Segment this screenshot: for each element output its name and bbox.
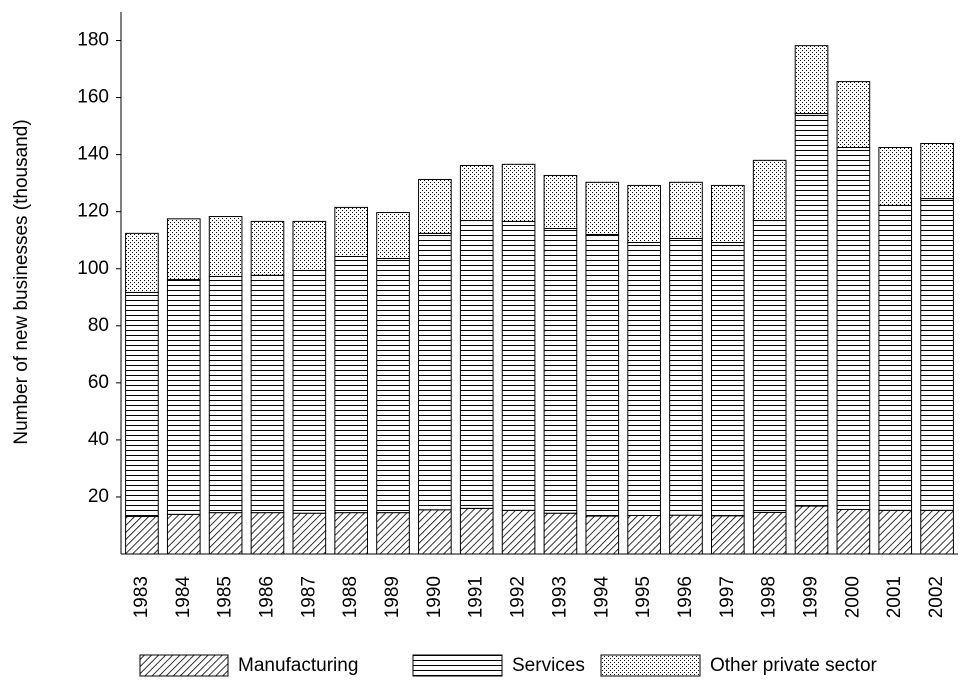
bar-segment (669, 237, 703, 516)
y-tick-label: 120 (77, 201, 109, 222)
x-tick-label: 1986 (256, 576, 277, 618)
bar-segment (292, 220, 327, 271)
bar-segment (334, 206, 368, 257)
bar-segment (459, 220, 494, 509)
bar-segment (711, 515, 745, 555)
y-tick-label: 180 (77, 30, 109, 51)
x-tick-label: 2000 (842, 576, 863, 618)
x-tick-label: 1993 (549, 576, 570, 618)
bar-segment (125, 515, 159, 555)
bar-segment (334, 255, 368, 514)
bar-segment (334, 512, 368, 555)
bar-segment (920, 509, 954, 555)
bar-segment (208, 216, 243, 277)
y-tick-label: 140 (77, 144, 109, 165)
bar-segment (752, 511, 787, 555)
y-tick-label: 60 (88, 372, 109, 393)
bar-segment (125, 232, 159, 293)
bar-segment (711, 241, 745, 517)
bar-segment (501, 509, 536, 555)
bar-segment (794, 505, 829, 555)
bar-segment (836, 508, 871, 555)
x-tick-label: 1994 (591, 576, 612, 619)
x-tick-label: 1999 (801, 576, 822, 618)
bar-segment (585, 234, 620, 517)
bar-segment (208, 275, 243, 514)
bar-segment (376, 257, 410, 514)
bar-segment (878, 204, 913, 511)
bar-segment (292, 269, 327, 514)
y-tick-label: 100 (77, 258, 109, 279)
bar-segment (250, 220, 285, 276)
bar-segment (585, 515, 620, 555)
x-tick-label: 1991 (466, 576, 487, 618)
bar-segment (250, 274, 285, 514)
bar-segment (501, 220, 536, 511)
bar-segment (669, 514, 703, 555)
legend-swatch (600, 654, 701, 677)
bar-segment (627, 241, 661, 516)
x-tick-label: 1998 (759, 576, 780, 618)
bar-segment (836, 147, 871, 510)
bar-segment (418, 509, 452, 555)
bar-segment (125, 291, 159, 517)
legend-label: Services (512, 655, 585, 676)
bar-segment (166, 513, 201, 555)
x-tick-label: 2001 (884, 576, 905, 618)
x-tick-label: 1988 (340, 576, 361, 618)
bar-segment (794, 113, 829, 507)
bar-segment (585, 181, 620, 236)
legend-swatch (412, 654, 503, 677)
bar-segment (208, 512, 243, 555)
legend-label: Manufacturing (238, 655, 358, 676)
bar-segment (418, 178, 452, 234)
x-tick-label: 1995 (633, 576, 654, 618)
bar-segment (920, 143, 954, 200)
bar-segment (418, 232, 452, 511)
y-tick-label: 80 (88, 315, 109, 336)
bar-segment (627, 184, 661, 243)
bar-segment (543, 228, 578, 514)
y-axis-label: Number of new businesses (thousand) (11, 119, 32, 444)
bar-segment (376, 212, 410, 259)
x-tick-label: 1992 (508, 576, 529, 618)
bar-segment (711, 184, 745, 243)
bar-segment (543, 174, 578, 230)
x-tick-label: 1990 (424, 576, 445, 618)
bar-segment (459, 164, 494, 222)
bar-segment (669, 181, 703, 239)
x-tick-label: 1987 (298, 576, 319, 618)
legend-label: Other private sector (710, 655, 878, 676)
x-tick-label: 1997 (717, 576, 738, 618)
x-tick-label: 1989 (382, 576, 403, 618)
bar-segment (920, 198, 954, 511)
bar-segment (543, 512, 578, 555)
bar-segment (752, 220, 787, 513)
bar-segment (292, 512, 327, 555)
bar-segment (166, 279, 201, 515)
bar-segment (836, 81, 871, 148)
bar-segment (459, 507, 494, 555)
bar-segment (878, 509, 913, 555)
bar-segment (250, 512, 285, 555)
x-tick-label: 1984 (173, 576, 194, 619)
y-tick-label: 40 (88, 429, 109, 450)
y-tick-label: 20 (88, 486, 109, 507)
x-tick-label: 1996 (675, 576, 696, 618)
y-tick-label: 160 (77, 87, 109, 108)
bar-segment (166, 218, 201, 281)
bar-segment (376, 512, 410, 555)
x-tick-label: 1983 (131, 576, 152, 618)
bar-segment (627, 514, 661, 555)
bar-segment (794, 45, 829, 115)
bar-segment (878, 147, 913, 206)
x-tick-label: 1985 (215, 576, 236, 618)
bar-segment (501, 163, 536, 222)
legend-swatch (139, 654, 229, 677)
x-tick-label: 2002 (926, 576, 947, 618)
bar-segment (752, 159, 787, 222)
